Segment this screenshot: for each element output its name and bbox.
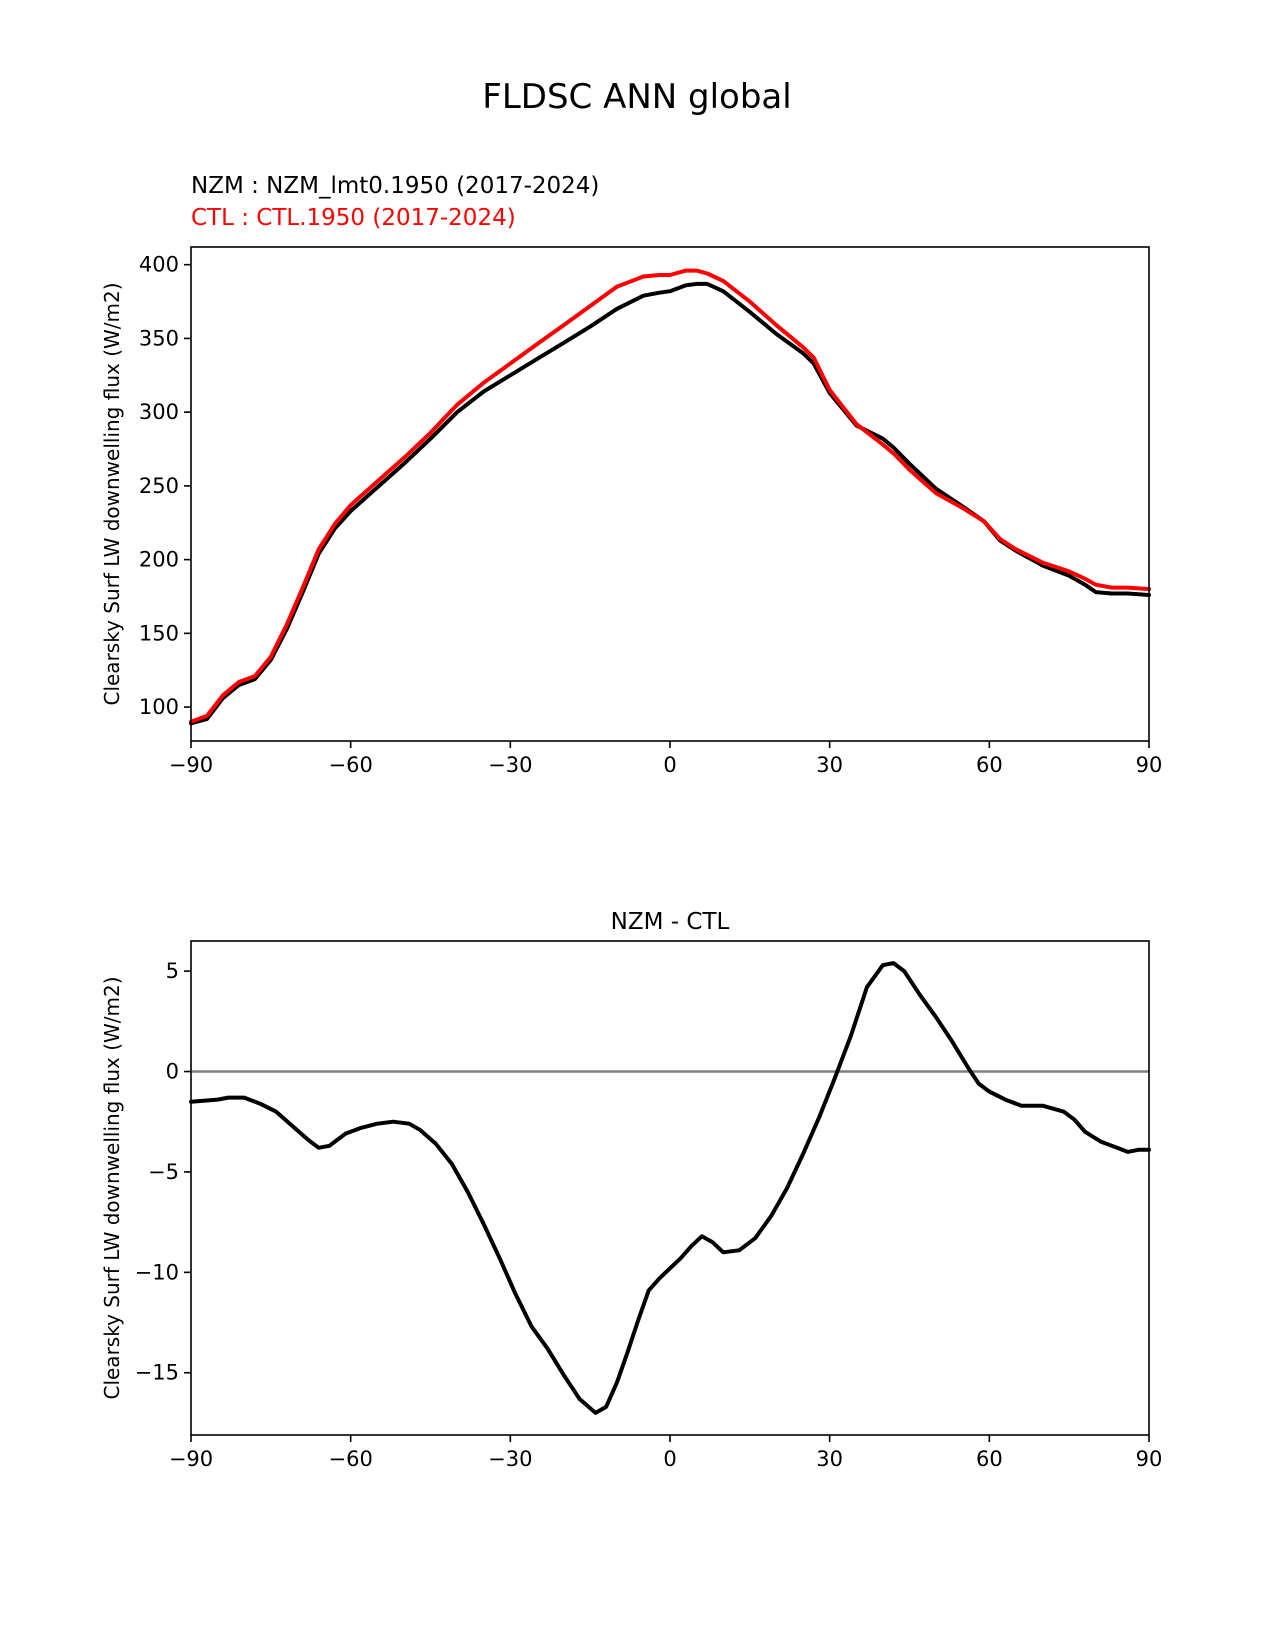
x-tick-label: 0 xyxy=(663,753,676,777)
legend-entry-0: NZM : NZM_lmt0.1950 (2017-2024) xyxy=(191,173,599,199)
y-tick-label: 200 xyxy=(139,548,179,572)
y-tick-label: −5 xyxy=(148,1160,179,1184)
top-panel: −90 −60 −30 0 30 60 90 100 150 200 250 300 350 400 Cle… xyxy=(100,173,1162,777)
x-tick-label: 60 xyxy=(976,753,1003,777)
y-tick-label: 0 xyxy=(166,1060,179,1084)
y-tick-label: 150 xyxy=(139,621,179,645)
x-tick-label: −60 xyxy=(329,753,373,777)
x-tick-label: −30 xyxy=(488,1447,532,1471)
x-tick-label: 30 xyxy=(816,753,843,777)
figure-title: FLDSC ANN global xyxy=(482,77,791,117)
legend-entry-1: CTL : CTL.1950 (2017-2024) xyxy=(191,205,516,231)
series-line-ctl xyxy=(189,268,1151,724)
x-tick-label: −60 xyxy=(329,1447,373,1471)
x-tick-label: 30 xyxy=(816,1447,843,1471)
y-tick-label: 300 xyxy=(139,400,179,424)
y-axis-label: Clearsky Surf LW downwelling flux (W/m2) xyxy=(100,976,124,1399)
y-tick-label: −15 xyxy=(135,1361,179,1385)
series-line-nzm-ctl xyxy=(189,961,1151,1415)
y-tick-label: −10 xyxy=(135,1260,179,1284)
x-tick-label: 90 xyxy=(1136,753,1163,777)
y-tick-label: 400 xyxy=(139,253,179,277)
x-tick-label: 0 xyxy=(663,1447,676,1471)
bottom-panel: −90 −60 −30 0 30 60 90 5 0 −5 −10 −15 Clearsky Surf … xyxy=(100,909,1162,1471)
y-tick-label: 5 xyxy=(166,959,179,983)
x-tick-label: 90 xyxy=(1136,1447,1163,1471)
y-axis-label: Clearsky Surf LW downwelling flux (W/m2) xyxy=(100,282,124,705)
y-tick-label: 250 xyxy=(139,474,179,498)
y-tick-label: 350 xyxy=(139,326,179,350)
y-tick-label: 100 xyxy=(139,695,179,719)
panel-title: NZM - CTL xyxy=(611,909,730,935)
x-tick-label: −90 xyxy=(169,1447,213,1471)
x-tick-label: 60 xyxy=(976,1447,1003,1471)
x-tick-label: −30 xyxy=(488,753,532,777)
x-tick-label: −90 xyxy=(169,753,213,777)
